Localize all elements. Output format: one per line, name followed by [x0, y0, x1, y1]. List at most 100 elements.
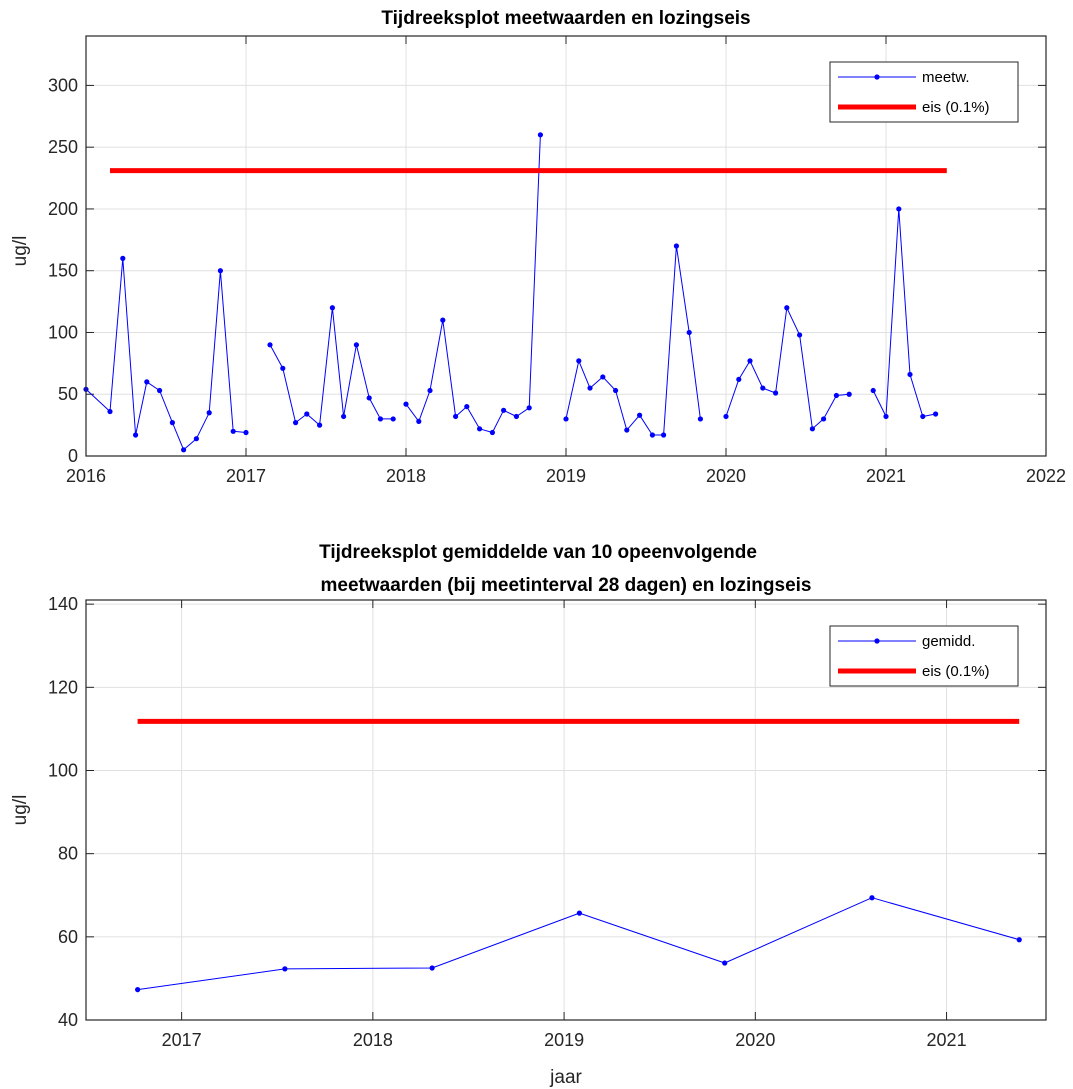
y-axis-label: ug/l	[10, 795, 31, 826]
data-point	[736, 376, 742, 383]
data-point	[809, 426, 816, 432]
data-point	[293, 420, 299, 426]
chart-title: Tijdreeksplot meetwaarden en lozingseis	[381, 8, 750, 29]
data-point	[576, 358, 582, 364]
data-point	[526, 405, 532, 411]
data-point	[341, 413, 347, 420]
data-point	[453, 413, 459, 420]
data-point	[869, 895, 875, 901]
data-point	[304, 411, 310, 417]
y-tick-label: 200	[48, 199, 78, 219]
data-point	[686, 329, 692, 336]
data-point	[181, 447, 187, 453]
data-point	[760, 385, 766, 391]
x-tick-label: 2016	[66, 466, 106, 486]
legend-marker	[874, 74, 880, 80]
y-tick-label: 80	[58, 844, 78, 864]
data-point	[477, 426, 483, 432]
data-point	[107, 408, 113, 415]
data-point	[576, 910, 582, 916]
data-point	[193, 436, 199, 442]
data-point	[697, 416, 704, 422]
data-point	[429, 965, 435, 971]
y-axis-label: ug/l	[10, 236, 31, 267]
axes-box	[85, 35, 1047, 457]
chart-title-line-1: Tijdreeksplot gemiddelde van 10 opeenvol…	[319, 542, 757, 563]
data-point	[896, 206, 902, 212]
x-tick-label: 2017	[162, 1030, 202, 1050]
data-point	[870, 387, 876, 394]
data-point	[135, 987, 141, 993]
data-point	[797, 332, 803, 338]
x-tick-label: 2020	[706, 466, 746, 486]
data-point	[563, 416, 569, 422]
legend-label: eis (0.1%)	[922, 99, 990, 116]
chart-measurements: Tijdreeksplot meetwaarden en lozingseis …	[10, 8, 1066, 486]
legend-box	[829, 61, 1019, 123]
data-point	[637, 412, 643, 418]
data-point	[144, 379, 150, 385]
legend-marker	[874, 638, 880, 644]
data-point	[833, 392, 840, 399]
data-point	[747, 358, 753, 364]
chart-title-line-2: meetwaarden (bij meetinterval 28 dagen) …	[321, 575, 812, 596]
y-tick-label: 40	[58, 1010, 78, 1030]
data-point	[169, 420, 175, 426]
y-tick-label: 0	[68, 446, 78, 466]
x-axis-label: jaar	[549, 1067, 582, 1088]
data-point	[773, 390, 779, 396]
x-tick-label: 2019	[544, 1030, 584, 1050]
series-line	[565, 245, 701, 436]
legend-label: eis (0.1%)	[922, 663, 990, 680]
y-tick-label: 300	[48, 75, 78, 95]
data-point	[784, 305, 790, 311]
data-point	[600, 374, 606, 380]
legend-label: meetw.	[922, 69, 970, 86]
data-point	[317, 422, 323, 428]
x-tick-label: 2017	[226, 466, 266, 486]
y-tick-label: 150	[48, 261, 78, 281]
data-point	[537, 132, 544, 138]
data-point	[217, 268, 223, 274]
x-tick-label: 2018	[386, 466, 426, 486]
y-tick-label: 50	[58, 384, 78, 404]
legend-label: gemidd.	[922, 633, 975, 650]
x-tick-label: 2020	[735, 1030, 775, 1050]
data-point	[907, 371, 913, 378]
axes-box	[85, 599, 1047, 1021]
data-point	[280, 365, 286, 371]
y-tick-label: 60	[58, 927, 78, 947]
data-point	[282, 966, 288, 972]
data-point	[673, 243, 680, 249]
y-tick-label: 250	[48, 137, 78, 157]
data-point	[513, 413, 520, 420]
data-point	[267, 342, 273, 348]
data-point	[883, 413, 889, 420]
data-point	[723, 413, 729, 420]
data-point	[587, 385, 593, 391]
data-point	[206, 410, 212, 416]
y-tick-label: 120	[48, 677, 78, 697]
data-point	[230, 428, 236, 434]
data-point	[120, 255, 126, 261]
data-point	[920, 413, 926, 420]
data-point	[390, 416, 396, 422]
x-tick-label: 2021	[866, 466, 906, 486]
x-tick-label: 2021	[927, 1030, 967, 1050]
data-point	[366, 395, 372, 401]
data-point	[403, 401, 409, 407]
data-point	[329, 305, 335, 311]
chart-moving-average: Tijdreeksplot gemiddelde van 10 opeenvol…	[10, 542, 1047, 1088]
data-point	[377, 416, 383, 422]
data-point	[243, 429, 249, 436]
data-point	[133, 432, 139, 438]
x-tick-label: 2019	[546, 466, 586, 486]
data-point	[846, 391, 852, 397]
data-point	[821, 416, 827, 422]
data-point	[427, 387, 433, 394]
y-tick-label: 100	[48, 322, 78, 342]
data-point	[440, 317, 446, 323]
x-tick-label: 2022	[1026, 466, 1066, 486]
data-point	[464, 403, 470, 410]
